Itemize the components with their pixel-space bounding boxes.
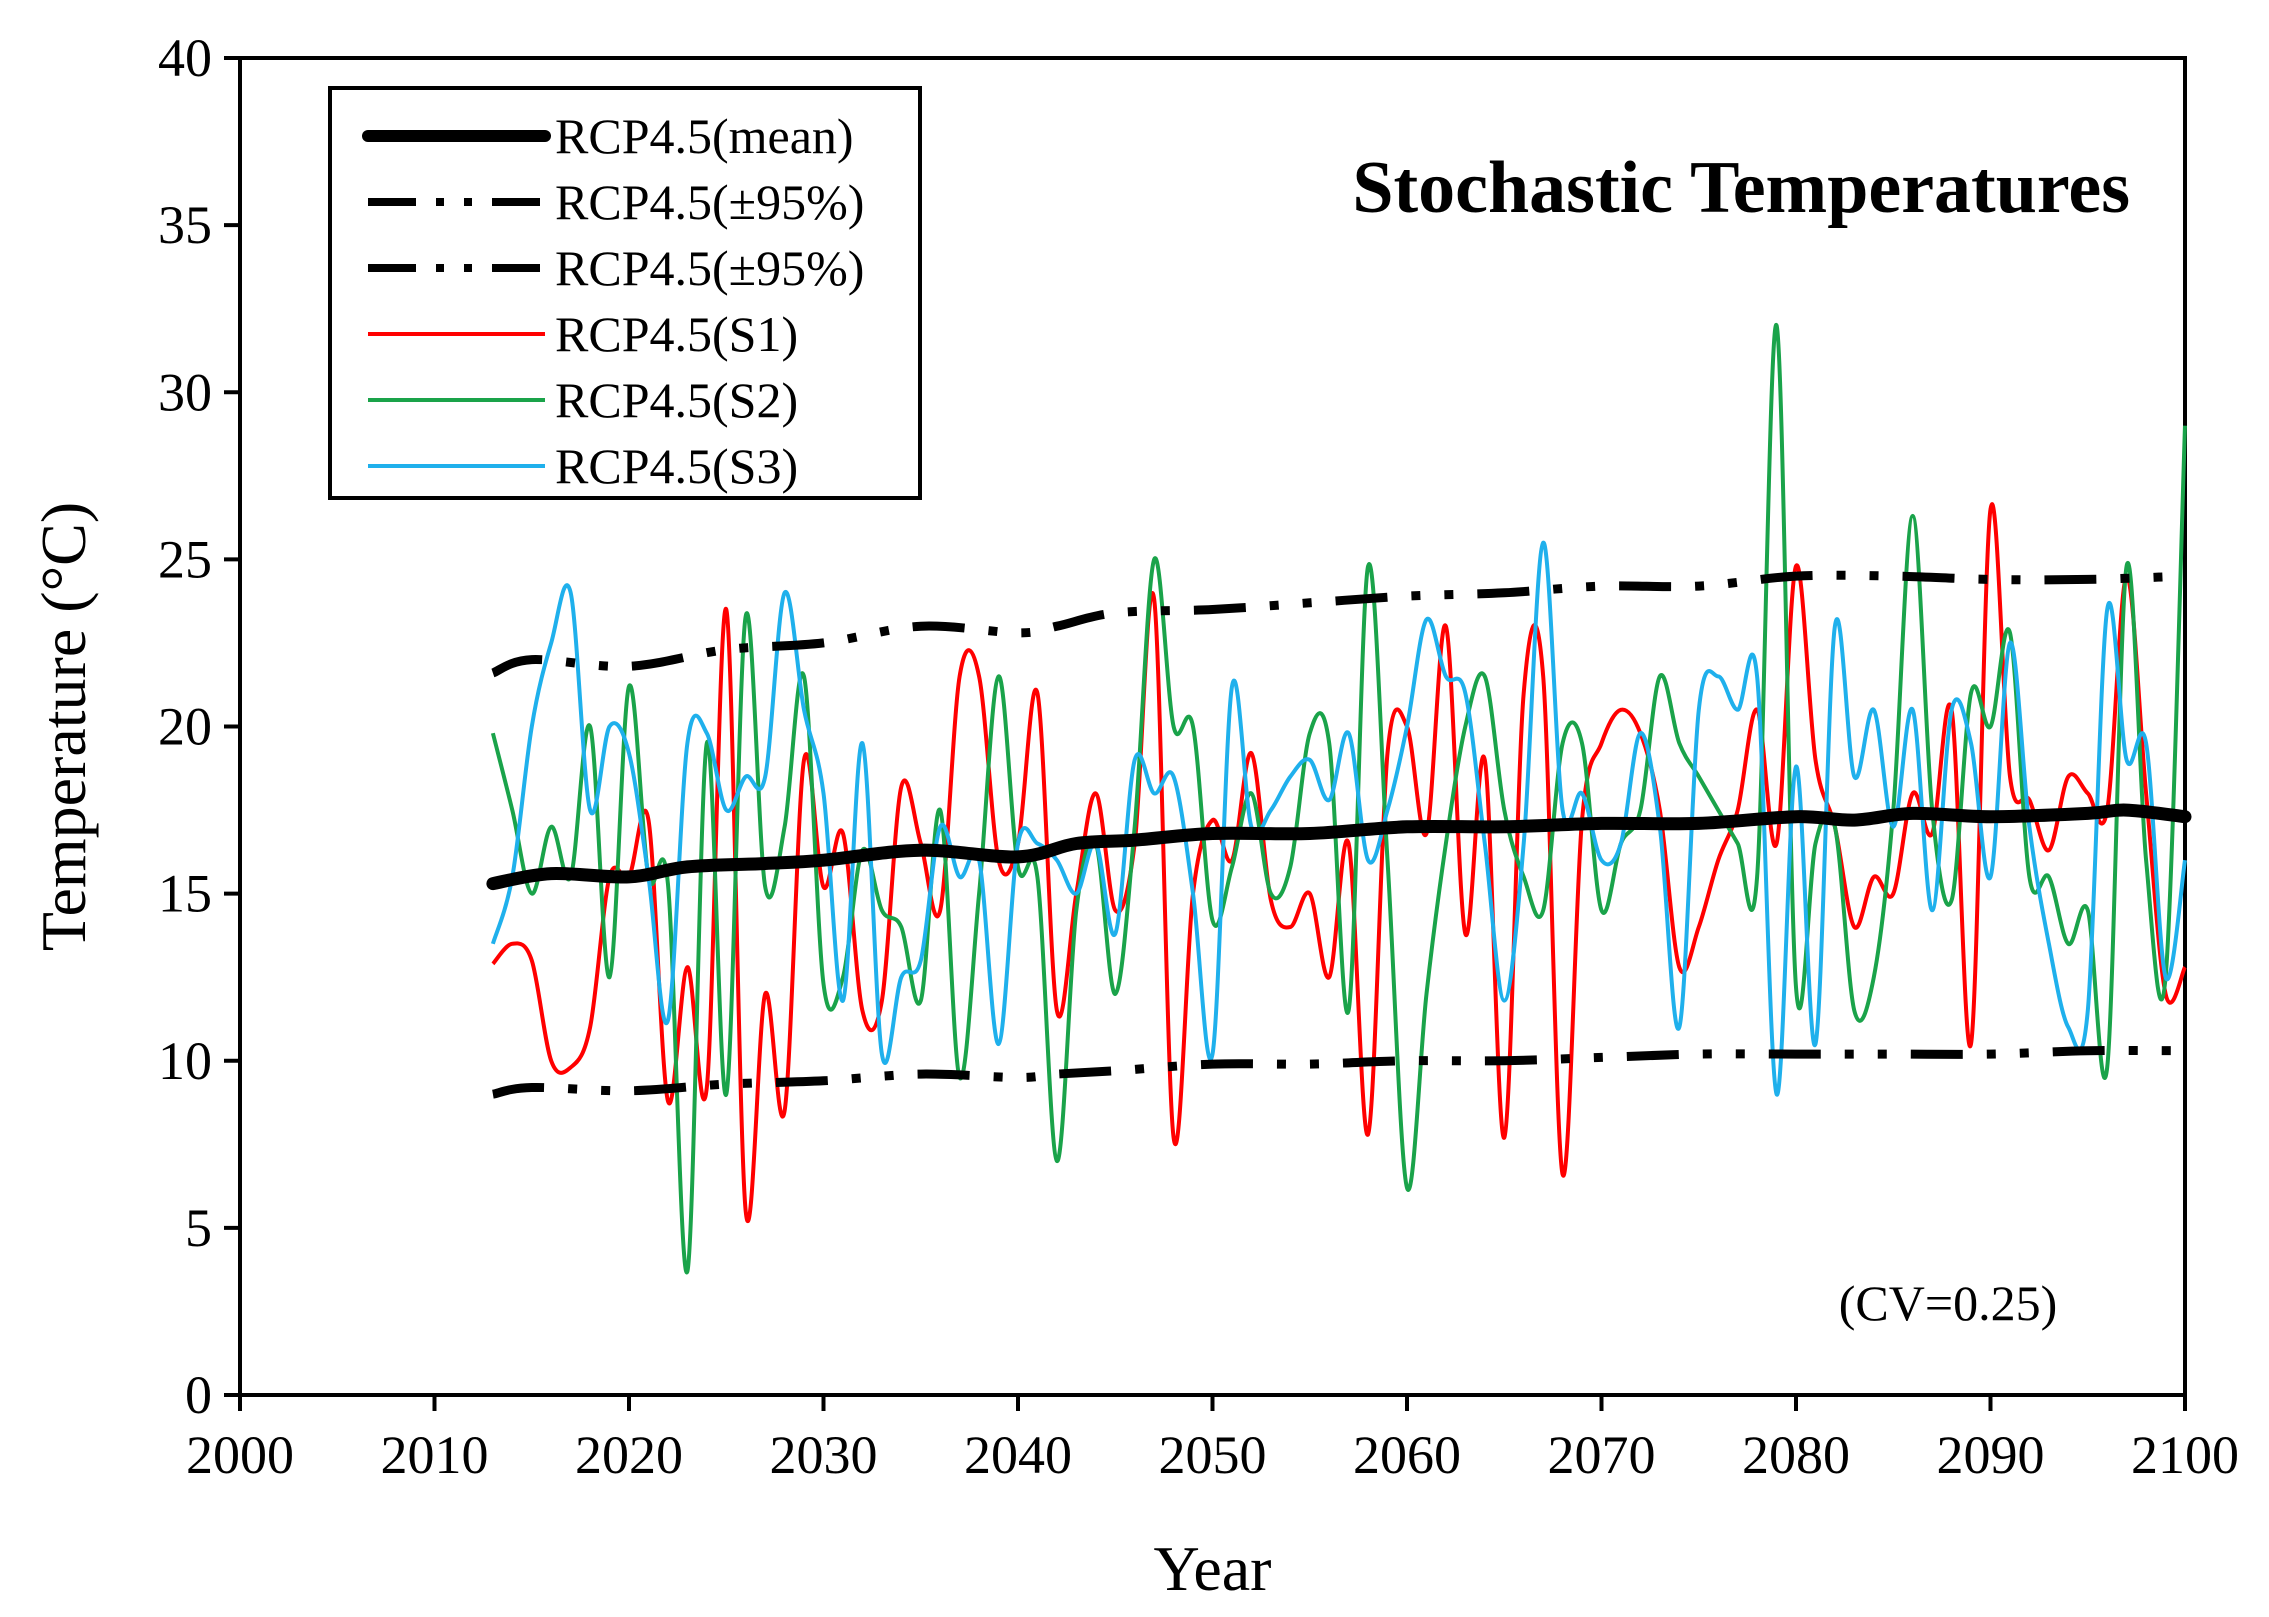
series-line-1 — [491, 570, 2186, 678]
legend-label: RCP4.5(mean) — [555, 108, 854, 164]
x-tick-label: 2050 — [1159, 1425, 1267, 1485]
y-tick-label: 15 — [158, 864, 212, 924]
y-tick-label: 10 — [158, 1031, 212, 1091]
legend-items: RCP4.5(mean) RCP4.5(±95%) RCP4.5(±95%) RCP4… — [362, 108, 864, 494]
y-tick-label: 25 — [158, 529, 212, 589]
series-line-4 — [490, 323, 2187, 1275]
cv-annotation: (CV=0.25) — [1839, 1275, 2057, 1331]
x-tick-label: 2080 — [1742, 1425, 1850, 1485]
y-tick-label: 20 — [158, 697, 212, 757]
x-axis-title: Year — [1154, 1533, 1272, 1604]
legend-entry: RCP4.5(S1) — [368, 306, 798, 362]
legend-label: RCP4.5(S2) — [555, 372, 798, 428]
y-tick-label: 35 — [158, 195, 212, 255]
series-layer — [486, 323, 2192, 1275]
series-line-0 — [486, 803, 2192, 891]
x-tick-label: 2010 — [381, 1425, 489, 1485]
legend-label: RCP4.5(S3) — [555, 438, 798, 494]
series-line-5 — [490, 540, 2187, 1097]
axis-layer: 0 5 10 15 20 25 30 35 40 2000 2010 2020 2030 2040 2050… — [158, 28, 2239, 1485]
x-tick-label: 2070 — [1548, 1425, 1656, 1485]
x-tick-label: 2020 — [575, 1425, 683, 1485]
series-line-2 — [491, 1045, 2186, 1099]
legend-label: RCP4.5(±95%) — [555, 240, 864, 296]
y-axis-title: Temperature (°C) — [28, 502, 99, 951]
x-tick-label: 2090 — [1937, 1425, 2045, 1485]
x-tick-label: 2060 — [1353, 1425, 1461, 1485]
legend-entry: RCP4.5(mean) — [362, 108, 854, 164]
y-tick-label: 0 — [185, 1365, 212, 1425]
series-line-3 — [491, 502, 2187, 1224]
legend-entry: RCP4.5(S2) — [368, 372, 798, 428]
legend: RCP4.5(mean) RCP4.5(±95%) RCP4.5(±95%) RCP4… — [328, 86, 922, 500]
x-tick-label: 2100 — [2131, 1425, 2239, 1485]
y-tick-label: 5 — [185, 1198, 212, 1258]
legend-label: RCP4.5(±95%) — [555, 174, 864, 230]
x-tick-label: 2030 — [770, 1425, 878, 1485]
legend-entry: RCP4.5(±95%) — [368, 174, 864, 230]
legend-entry: RCP4.5(±95%) — [368, 240, 864, 296]
x-tick-label: 2040 — [964, 1425, 1072, 1485]
legend-label: RCP4.5(S1) — [555, 306, 798, 362]
chart-title: Stochastic Temperatures — [1352, 147, 2130, 229]
x-tick-label: 2000 — [186, 1425, 294, 1485]
legend-box — [328, 86, 922, 500]
y-tick-label: 40 — [158, 28, 212, 88]
plot-area: 0 5 10 15 20 25 30 35 40 2000 2010 2020 2030 2040 2050… — [158, 28, 2239, 1485]
y-tick-label: 30 — [158, 362, 212, 422]
legend-entry: RCP4.5(S3) — [368, 438, 798, 494]
